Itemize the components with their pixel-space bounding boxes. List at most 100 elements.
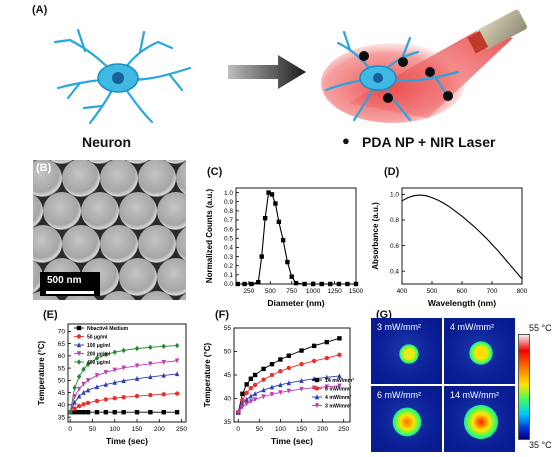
data-point	[134, 393, 140, 399]
x-tick-label: 150	[132, 426, 143, 433]
data-point	[121, 365, 126, 371]
y-tick-label: 45	[58, 390, 66, 397]
nanoparticle-sphere	[178, 293, 186, 300]
neuron-caption: Neuron	[82, 134, 131, 150]
data-point	[336, 281, 342, 287]
x-tick-label: 200	[317, 426, 328, 433]
legend-label: 14 mW/mm²	[325, 378, 354, 384]
scale-bar-label: 500 nm	[47, 275, 82, 286]
y-tick-label: 0.5	[224, 235, 233, 242]
data-point	[302, 281, 307, 287]
x-tick-label: 100	[109, 426, 120, 433]
thermal-cell: 3 mW/mm²	[371, 318, 442, 384]
data-point	[161, 343, 166, 349]
data-point	[293, 280, 299, 286]
data-point	[103, 397, 109, 402]
nanoparticle-sphere	[100, 160, 138, 197]
series-markers	[68, 358, 180, 415]
data-point	[235, 281, 240, 287]
data-point	[314, 377, 320, 383]
y-tick-label: 45	[224, 372, 232, 379]
nanoparticle-sphere	[102, 291, 136, 300]
x-tick-label: 250	[338, 426, 349, 433]
data-point	[161, 372, 166, 378]
data-point	[76, 403, 82, 409]
data-point	[269, 384, 275, 390]
data-point	[324, 339, 329, 345]
colorbar	[518, 334, 530, 440]
nanoparticle-sphere	[157, 258, 186, 296]
y-tick-label: 65	[58, 341, 66, 348]
data-point	[278, 390, 283, 396]
data-point	[134, 363, 140, 369]
neuron-laser-illustration	[321, 9, 527, 123]
data-point	[273, 201, 278, 206]
thermal-cell-label: 3 mW/mm²	[377, 322, 421, 332]
y-tick-label: 40	[58, 402, 66, 409]
data-point	[337, 352, 342, 357]
thermal-cell: 4 mW/mm²	[444, 318, 515, 384]
x-tick-label: 250	[243, 288, 254, 295]
data-point	[72, 399, 77, 405]
panel-d-label: (D)	[384, 166, 400, 178]
data-point	[236, 410, 241, 416]
x-axis-label: Time (sec)	[271, 436, 313, 446]
panel-a-label: (A)	[32, 4, 48, 16]
data-point	[76, 359, 82, 365]
chart-absorbance: 400 500 600 700 800 0.4 0.6 0.8 1.0 Wavelength (n…	[371, 187, 528, 308]
data-point	[324, 374, 329, 380]
chart-temperature-concentration: 0 50 100 150 200 250 35 40 45 50 55 60 65 70 Time (sec…	[37, 323, 187, 446]
y-tick-label: 40	[224, 396, 232, 403]
data-point	[134, 375, 140, 381]
x-tick-label: 1250	[327, 288, 342, 295]
plot-frame	[67, 323, 187, 423]
data-point	[311, 343, 317, 349]
thermal-cell-label: 14 mW/mm²	[450, 390, 499, 400]
nanoparticle-sphere	[81, 192, 119, 230]
data-point	[85, 387, 91, 393]
data-point	[121, 395, 126, 400]
nanoparticle-sphere	[88, 160, 112, 164]
y-tick-label: 55	[58, 365, 66, 372]
data-point	[249, 281, 254, 287]
sem-image	[33, 160, 186, 300]
plot-frame	[401, 187, 523, 285]
data-point	[174, 371, 180, 377]
x-axis-label: Wavelength (nm)	[428, 298, 496, 308]
data-point	[324, 384, 329, 390]
data-point	[299, 377, 304, 383]
data-point	[252, 397, 258, 403]
data-point	[72, 410, 77, 415]
x-tick-label: 0	[68, 426, 72, 433]
colorbar-max-label: 55 °C	[529, 323, 552, 333]
x-axis-label: Time (sec)	[106, 436, 148, 446]
plot-frame	[235, 187, 357, 285]
legend-label: 3 mW/mm²	[325, 403, 352, 409]
data-point	[278, 369, 283, 374]
panel-b-label: (B)	[36, 162, 52, 174]
data-point	[76, 334, 82, 339]
nanoparticle-sphere	[176, 227, 186, 261]
series-markers	[68, 342, 180, 415]
data-point	[121, 347, 126, 354]
data-point	[328, 281, 333, 287]
data-point	[314, 394, 320, 400]
nanoparticle-sphere	[176, 161, 186, 195]
nanoparticle-sphere	[164, 160, 186, 164]
data-point	[261, 387, 266, 393]
thermal-cell-label: 6 mW/mm²	[377, 390, 421, 400]
data-point	[266, 190, 271, 195]
legend-marker	[314, 403, 320, 409]
data-point	[244, 390, 249, 396]
data-point	[76, 325, 82, 331]
y-tick-label: 0.0	[224, 281, 233, 288]
data-point	[310, 281, 316, 287]
nanoparticle-sphere	[50, 160, 74, 164]
data-point	[252, 391, 258, 396]
data-point	[72, 406, 77, 411]
data-point	[76, 393, 82, 399]
data-point	[76, 351, 82, 357]
data-point	[76, 410, 82, 415]
data-point	[244, 396, 249, 402]
data-point	[112, 379, 117, 385]
